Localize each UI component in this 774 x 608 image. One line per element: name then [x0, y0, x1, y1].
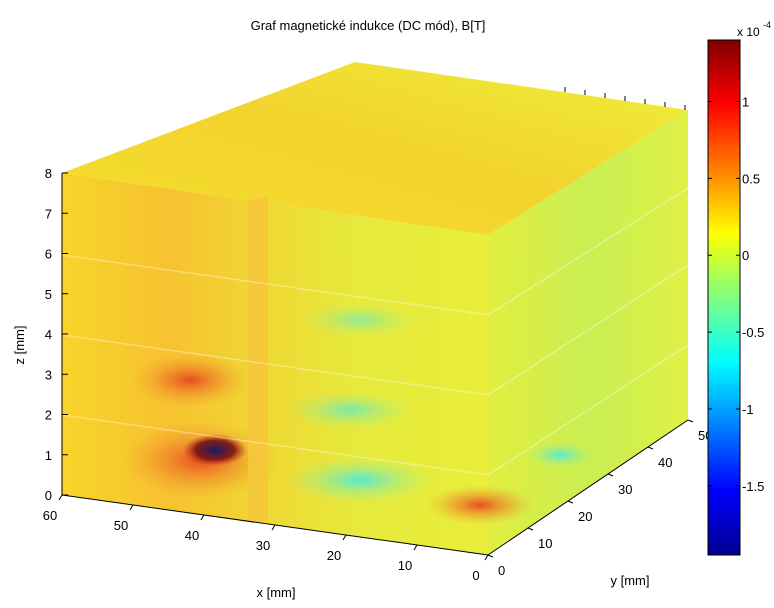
y-axis-label: y [mm]: [611, 573, 650, 588]
y-tick-mark: [527, 527, 534, 531]
colorbar-exponent-power: -4: [763, 20, 771, 30]
y-tick-label: 0: [498, 563, 505, 578]
minimum-spot: [183, 434, 247, 466]
z-axis-label: z [mm]: [12, 326, 27, 365]
hotspot-mid-left: [130, 352, 250, 408]
colorbar-tick-label: -0.5: [742, 325, 764, 340]
colorbar-tick-label: 0: [742, 248, 749, 263]
z-tick-label: 8: [45, 166, 52, 181]
y-tick-mark: [567, 500, 574, 504]
x-tick-mark: [484, 554, 489, 561]
y-tick-mark: [687, 419, 694, 423]
hotspot-bottom-right: [425, 485, 535, 525]
y-axis-line: [487, 419, 689, 556]
y-tick-label: 30: [618, 482, 632, 497]
x-axis-label: x [mm]: [257, 585, 296, 600]
colorbar-tick-label: -1.5: [742, 479, 764, 494]
z-tick-label: 2: [45, 408, 52, 423]
back-edge-ticks: [564, 87, 686, 110]
z-tick-label: 1: [45, 448, 52, 463]
right-face: [488, 110, 688, 555]
coldspot-upper: [300, 302, 420, 338]
colorbar-tick-label: -1: [742, 402, 754, 417]
slice-volume: [61, 62, 689, 555]
chart-title: Graf magnetické indukce (DC mód), B[T]: [251, 18, 486, 33]
z-tick-label: 3: [45, 367, 52, 382]
colorbar-tick-label: 1: [742, 94, 749, 109]
z-tick-label: 7: [45, 206, 52, 221]
z-tick-label: 6: [45, 247, 52, 262]
x-tick-label: 60: [43, 508, 57, 523]
y-tick-label: 20: [578, 509, 592, 524]
colorbar-exponent-label: x 10: [737, 25, 760, 39]
front-face: [62, 173, 488, 555]
x-tick-label: 20: [327, 548, 341, 563]
colorbar-tick-label: 0.5: [742, 171, 760, 186]
x-tick-mark: [129, 504, 134, 511]
x-axis-ticks: 60 50 40 30 20 10 0: [43, 494, 489, 583]
y-tick-label: 10: [538, 536, 552, 551]
z-tick-label: 4: [45, 327, 52, 342]
colorbar: x 10 -4 1 0.5 0 -0.5 -1 -1.5: [707, 20, 771, 556]
x-tick-mark: [342, 534, 347, 541]
x-tick-label: 30: [256, 538, 270, 553]
colorbar-gradient: [707, 39, 741, 556]
x-tick-label: 40: [185, 528, 199, 543]
x-tick-mark: [271, 524, 276, 531]
colorbar-ticks: 1 0.5 0 -0.5 -1 -1.5: [708, 94, 764, 494]
coldspot-right-face: [525, 441, 595, 469]
coldspot-lower: [285, 456, 435, 504]
x-tick-mark: [58, 494, 63, 501]
y-tick-mark: [647, 446, 654, 450]
top-face: [62, 62, 688, 235]
x-slice-plane: [248, 197, 268, 522]
z-axis-ticks: 0 1 2 3 4 5 6 7 8: [45, 166, 68, 503]
y-tick-mark: [607, 473, 614, 477]
coldspot-middle: [285, 390, 415, 430]
z-tick-label: 5: [45, 287, 52, 302]
x-tick-label: 50: [114, 518, 128, 533]
x-tick-label: 0: [472, 568, 479, 583]
x-tick-label: 10: [398, 558, 412, 573]
z-tick-label: 0: [45, 488, 52, 503]
y-tick-label: 40: [658, 455, 672, 470]
x-tick-mark: [200, 514, 205, 521]
x-tick-mark: [413, 544, 418, 551]
z-slice-lines: [61, 187, 689, 476]
y-tick-mark: [487, 554, 494, 558]
